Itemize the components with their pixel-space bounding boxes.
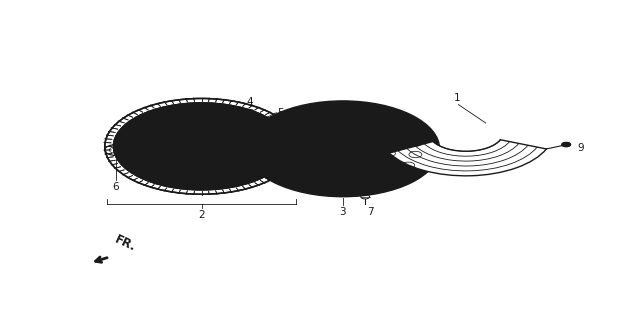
Circle shape <box>562 142 571 147</box>
Text: 8: 8 <box>382 162 388 172</box>
Circle shape <box>379 156 388 161</box>
Text: 9: 9 <box>577 143 584 153</box>
Text: 5: 5 <box>277 108 284 118</box>
Text: 7: 7 <box>367 206 374 217</box>
Text: 4: 4 <box>247 97 253 107</box>
Circle shape <box>340 147 346 150</box>
Circle shape <box>233 118 273 138</box>
Text: 6: 6 <box>113 182 119 192</box>
Text: 3: 3 <box>340 206 346 217</box>
Text: 10: 10 <box>379 165 392 175</box>
Text: 1: 1 <box>454 93 460 103</box>
Text: FR.: FR. <box>112 234 138 255</box>
Circle shape <box>246 101 440 197</box>
Polygon shape <box>389 140 547 176</box>
Text: 2: 2 <box>198 210 205 220</box>
Circle shape <box>113 102 291 190</box>
